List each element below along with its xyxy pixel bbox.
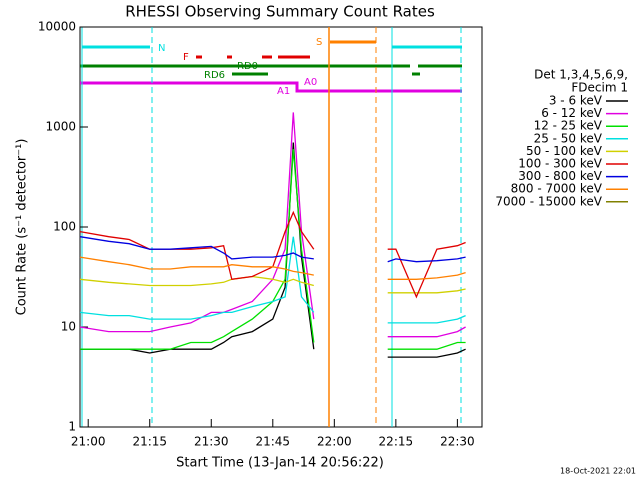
- legend-label: 25 - 50 keV: [534, 131, 603, 145]
- legend-label: 3 - 6 keV: [549, 94, 603, 108]
- annotation: N: [158, 43, 165, 54]
- y-tick-label: 10: [61, 320, 76, 334]
- annotation: RD6: [204, 70, 225, 81]
- x-tick-label: 21:00: [71, 435, 106, 449]
- legend-header: FDecim 1: [571, 81, 628, 95]
- series-line: [79, 210, 466, 299]
- x-tick-label: 21:45: [255, 435, 290, 449]
- state-bars: [80, 27, 462, 427]
- y-tick-label: 1: [68, 420, 76, 434]
- series-line: [80, 149, 466, 350]
- annotation: A1: [277, 86, 290, 97]
- legend-header: Det 1,3,4,5,6,9,: [534, 68, 628, 82]
- legend-label: 7000 - 15000 keV: [495, 194, 602, 208]
- y-tick-label: 1000: [45, 120, 76, 134]
- annotation: F: [183, 52, 189, 63]
- x-tick-label: 21:30: [194, 435, 229, 449]
- x-tick-label: 22:00: [317, 435, 352, 449]
- legend-label: 50 - 100 keV: [526, 144, 603, 158]
- x-tick-label: 22:15: [379, 435, 414, 449]
- series-line: [80, 142, 466, 358]
- legend-label: 800 - 7000 keV: [511, 182, 603, 196]
- series-line: [79, 256, 466, 280]
- legend-label: 6 - 12 keV: [541, 106, 603, 120]
- legend-label: 300 - 800 keV: [518, 169, 602, 183]
- annotation: S: [316, 37, 322, 48]
- footer: 18-Oct-2021 22:01: [560, 467, 636, 476]
- x-tick-label: 21:15: [132, 435, 167, 449]
- chart-title: RHESSI Observing Summary Count Rates: [125, 3, 435, 21]
- x-axis-label: Start Time (13-Jan-14 20:56:22): [176, 456, 384, 471]
- series-line: [79, 236, 466, 324]
- series-line: [79, 275, 466, 294]
- legend-label: 100 - 300 keV: [518, 157, 602, 171]
- y-tick-label: 10000: [38, 20, 76, 34]
- annotation: A0: [304, 77, 317, 88]
- series-line: [79, 236, 466, 263]
- annotation: RD0: [237, 61, 258, 72]
- legend-label: 12 - 25 keV: [534, 119, 603, 133]
- y-axis-label: Count Rate (s⁻¹ detector⁻¹): [15, 139, 30, 316]
- x-tick-label: 22:30: [440, 435, 475, 449]
- series-line: [79, 112, 466, 338]
- y-tick-label: 100: [53, 220, 76, 234]
